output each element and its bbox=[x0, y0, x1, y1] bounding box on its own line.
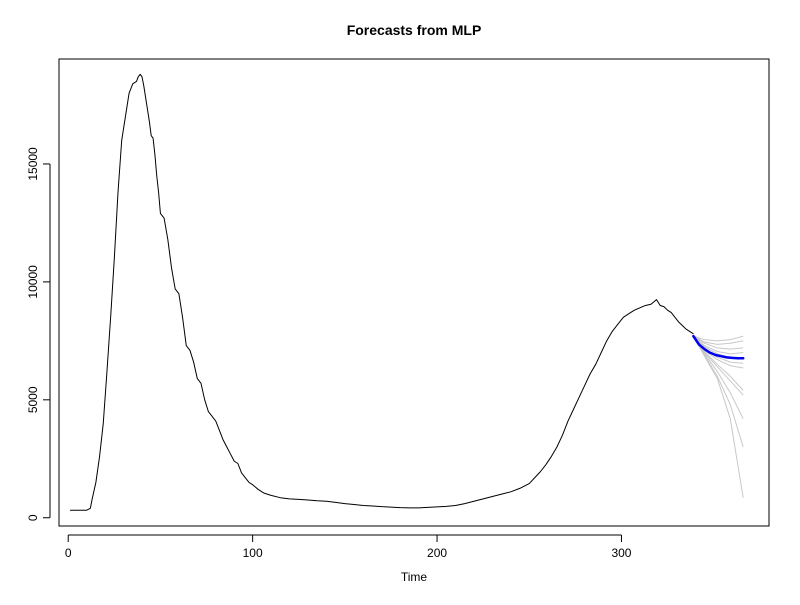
x-axis: 0 100 200 300 bbox=[65, 534, 632, 560]
forecast-line bbox=[692, 334, 745, 360]
simulation-line bbox=[693, 335, 744, 345]
x-tick-label: 100 bbox=[243, 546, 263, 560]
forecast-series bbox=[692, 334, 745, 360]
plot-frame bbox=[58, 58, 770, 527]
y-tick-label: 0 bbox=[26, 514, 40, 521]
y-tick-label: 5000 bbox=[26, 386, 40, 413]
y-tick-label: 10000 bbox=[26, 265, 40, 299]
y-tick-label: 15000 bbox=[26, 147, 40, 181]
simulation-line bbox=[693, 335, 744, 350]
x-tick-label: 200 bbox=[427, 546, 447, 560]
simulation-line bbox=[693, 335, 744, 342]
x-tick-label: 300 bbox=[611, 546, 631, 560]
x-tick-label: 0 bbox=[65, 546, 72, 560]
observed-series bbox=[70, 73, 694, 511]
observed-line bbox=[70, 73, 694, 511]
simulation-line bbox=[693, 335, 744, 355]
simulation-line bbox=[692, 335, 744, 498]
y-axis: 0 5000 10000 15000 bbox=[26, 147, 51, 521]
x-axis-label: Time bbox=[401, 570, 428, 584]
chart-title: Forecasts from MLP bbox=[347, 22, 482, 38]
